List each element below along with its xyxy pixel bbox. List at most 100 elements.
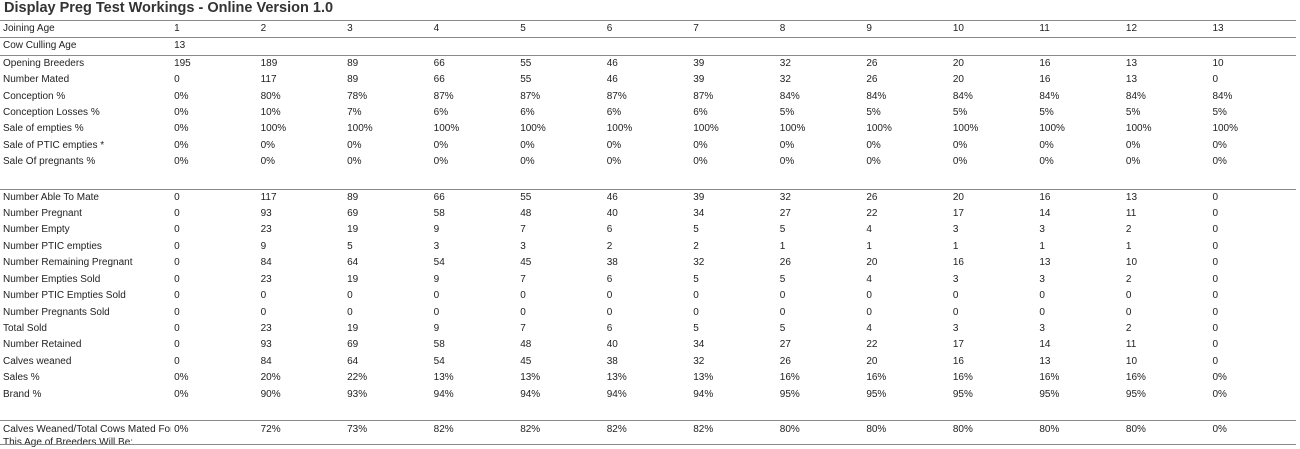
table-cell: 13 xyxy=(171,37,258,56)
table-cell: 87% xyxy=(433,90,454,102)
table-cell: 20% xyxy=(260,372,281,384)
spacer-cell xyxy=(344,403,431,421)
row-label: Sale of empties % xyxy=(3,123,84,135)
table-row: Sale of PTIC empties * 0% 0% 0% 0% 0% 0% 0% 0% 0%… xyxy=(0,138,1296,154)
row-label: Sale Of pregnants % xyxy=(3,156,96,168)
spacer-cell xyxy=(863,403,950,421)
table-cell: 0 xyxy=(1212,208,1218,220)
table-cell: 0 xyxy=(693,290,699,302)
table-cell: 11 xyxy=(1125,208,1137,220)
table-cell: 100% xyxy=(693,123,719,135)
table-cell: 66 xyxy=(433,74,445,86)
table-cell: 0% xyxy=(866,139,881,151)
table-row: Number Pregnants Sold 0 0 0 0 0 0 0 0 0 0 0 0 0 xyxy=(0,305,1296,321)
table-cell: 87% xyxy=(520,90,541,102)
row-label-line: This Age of Breeders Will Be: xyxy=(3,436,134,448)
table-cell: 13 xyxy=(1122,188,1210,207)
table-cell: 16% xyxy=(1125,372,1146,384)
table-cell: 46 xyxy=(603,54,691,73)
table-cell: 89 xyxy=(347,74,359,86)
table-cell: 0% xyxy=(174,372,189,384)
table-cell: 84 xyxy=(260,355,272,367)
table-cell: 84% xyxy=(866,90,887,102)
table-cell: 20 xyxy=(949,54,1037,73)
table-row: Sales % 0% 20% 22% 13% 13% 13% 13% 16% 16% 16% 16% 1… xyxy=(0,370,1296,386)
table-cell: 2 xyxy=(257,19,345,38)
table-cell: 100% xyxy=(260,123,287,135)
table-cell: 19 xyxy=(347,224,359,236)
table-cell: 5% xyxy=(779,107,795,119)
table-cell: 6 xyxy=(606,273,613,285)
table-cell: 117 xyxy=(260,74,277,86)
table-cell: 0 xyxy=(1212,306,1218,318)
table-cell: 10% xyxy=(260,107,281,119)
row-label: Number Empty xyxy=(3,224,70,236)
table-cell: 10 xyxy=(1209,54,1296,73)
table-cell: 4 xyxy=(866,322,872,334)
table-cell: 1 xyxy=(779,240,786,252)
table-cell: 0 xyxy=(520,306,526,318)
table-cell: 5% xyxy=(1125,107,1141,119)
row-label: Opening Breeders xyxy=(0,54,172,73)
table-cell: 100% xyxy=(866,123,892,135)
table-row: Number Remaining Pregnant 0 84 64 54 45 38 32 26… xyxy=(0,255,1296,271)
table-cell: 0% xyxy=(1125,139,1141,151)
table-cell: 2 xyxy=(693,240,699,252)
joining-age-row: Joining Age 1 2 3 4 5 6 7 8 9 10 11 12 13 xyxy=(0,19,1296,38)
row-label: Sale of PTIC empties * xyxy=(3,139,105,151)
table-cell xyxy=(603,37,691,56)
table-cell xyxy=(863,37,950,56)
table-cell: 87% xyxy=(606,90,627,102)
table-cell: 45 xyxy=(520,257,532,269)
table-cell: 26 xyxy=(779,257,791,269)
table-cell: 34 xyxy=(693,208,705,220)
table-cell: 80% xyxy=(260,90,281,102)
table-cell: 40 xyxy=(606,208,618,220)
table-cell: 0% xyxy=(779,156,795,168)
table-cell: 100% xyxy=(779,123,806,135)
table-cell: 2 xyxy=(1125,224,1132,236)
table-cell xyxy=(690,37,777,56)
table-cell: 22 xyxy=(866,208,878,220)
table-row: Sale of empties % 0% 100% 100% 100% 100% 100% 1… xyxy=(0,121,1296,137)
table-cell: 0% xyxy=(174,123,189,135)
table-cell: 0 xyxy=(1212,273,1218,285)
table-cell: 13 xyxy=(1122,54,1210,73)
table-cell: 1 xyxy=(1039,240,1045,252)
table-cell: 9 xyxy=(260,240,267,252)
table-cell: 0 xyxy=(1212,74,1218,86)
table-cell: 0 xyxy=(520,290,526,302)
table-cell: 16 xyxy=(1036,54,1123,73)
table-cell: 20 xyxy=(866,355,878,367)
table-cell: 100% xyxy=(952,123,979,135)
table-cell: 7 xyxy=(520,224,526,236)
table-cell: 0% xyxy=(1039,139,1054,151)
table-cell: 1 xyxy=(171,19,258,38)
table-cell xyxy=(257,37,345,56)
row-label: Number Able To Mate xyxy=(0,188,172,207)
table-cell: 38 xyxy=(606,355,618,367)
table-cell: 26 xyxy=(863,54,950,73)
table-cell: 95% xyxy=(1039,388,1060,400)
row-label: Sales % xyxy=(3,372,40,384)
table-cell: 5% xyxy=(1212,107,1227,119)
row-label: Number PTIC Empties Sold xyxy=(3,290,126,302)
table-cell: 13% xyxy=(433,372,454,384)
table-cell: 89 xyxy=(344,54,431,73)
row-label: Conception Losses % xyxy=(3,107,100,119)
table-cell: 5% xyxy=(866,107,881,119)
table-cell: 0% xyxy=(866,156,881,168)
table-cell: 66 xyxy=(430,188,518,207)
table-cell: 84% xyxy=(1039,90,1060,102)
table-cell: 3 xyxy=(952,273,959,285)
table-cell: 0% xyxy=(433,139,449,151)
table-cell: 0 xyxy=(433,306,440,318)
spacer-cell xyxy=(517,403,604,421)
table-cell: 5 xyxy=(693,224,699,236)
table-cell: 7 xyxy=(690,19,777,38)
table-cell: 0 xyxy=(779,290,786,302)
table-cell: 0 xyxy=(174,339,180,351)
table-cell: 16 xyxy=(1039,74,1051,86)
table-cell: 0 xyxy=(1212,257,1218,269)
table-cell: 100% xyxy=(1125,123,1152,135)
